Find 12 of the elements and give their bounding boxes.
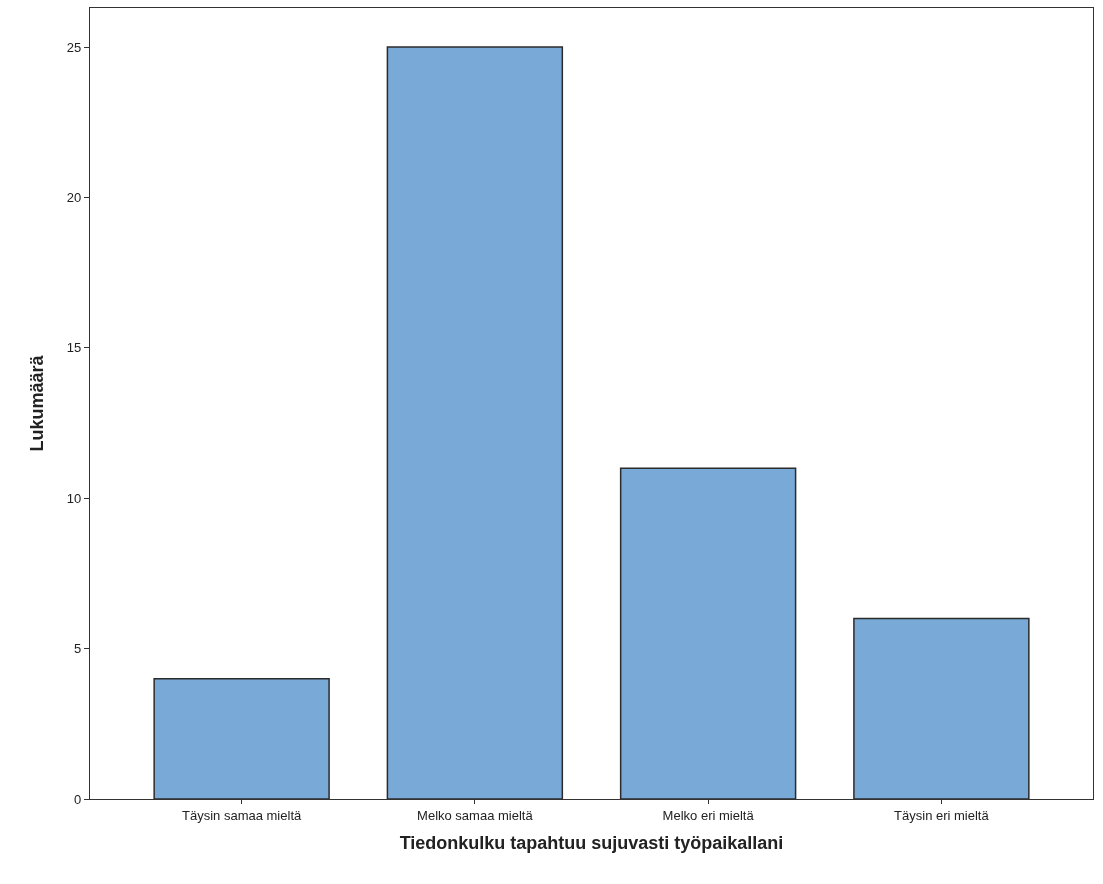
- y-tick-label: 10: [66, 490, 82, 506]
- x-tick-label: Melko samaa mieltä: [417, 807, 534, 823]
- y-tick-label: 15: [66, 340, 82, 356]
- y-tick-label: 20: [66, 190, 82, 206]
- y-tick-label: 0: [74, 791, 82, 807]
- y-tick-label: 25: [66, 39, 82, 55]
- x-tick-label: Melko eri mieltä: [662, 807, 755, 823]
- x-tick-label: Täysin eri mieltä: [894, 807, 990, 823]
- y-tick-label: 5: [74, 641, 82, 657]
- y-axis-title: Lukumäärä: [27, 354, 48, 452]
- x-axis-title: Tiedonkulku tapahtuu sujuvasti työpaikallani: [399, 832, 784, 853]
- x-tick-label: Täysin samaa mieltä: [182, 807, 302, 823]
